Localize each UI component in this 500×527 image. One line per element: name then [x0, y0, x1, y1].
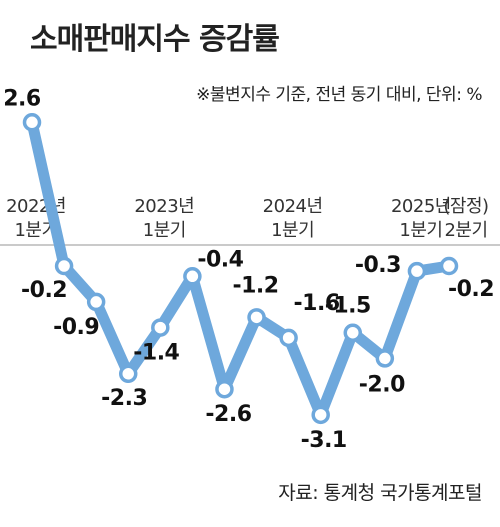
data-point-5: [183, 267, 202, 286]
unit-note: ※불변지수 기준, 전년 동기 대비, 단위: %: [196, 85, 482, 105]
data-point-2: [86, 292, 106, 312]
x-tick-13-line1: (잠정): [443, 196, 488, 217]
source-note: 자료: 통계청 국가통계포털: [278, 482, 482, 504]
data-point-8: [279, 328, 298, 348]
data-label-10: -1.5: [325, 294, 371, 319]
x-tick-8-line1: 2024년: [263, 196, 323, 217]
x-tick-12-line1: 2025년: [391, 196, 451, 217]
chart-title: 소매판매지수 증감률: [30, 22, 280, 57]
data-point-0: [22, 113, 42, 132]
x-tick-4-line1: 2023년: [134, 196, 194, 217]
x-tick-0-line2: 1분기: [14, 220, 57, 241]
data-label-6: -2.6: [205, 402, 251, 427]
data-label-2: -0.9: [53, 315, 99, 340]
x-tick-13-line2: 2분기: [444, 220, 487, 241]
data-point-6: [215, 379, 234, 399]
data-point-10: [343, 323, 363, 342]
data-point-1: [54, 256, 74, 276]
data-point-3: [118, 364, 138, 384]
x-tick-4-line2: 1분기: [143, 220, 186, 241]
data-label-13: -0.2: [448, 277, 494, 302]
data-label-11: -2.0: [359, 372, 405, 397]
x-tick-8-line2: 1분기: [271, 220, 314, 241]
data-markers: [22, 113, 459, 425]
data-point-9: [311, 405, 330, 425]
data-label-12: -0.3: [355, 253, 401, 278]
data-point-11: [375, 349, 395, 368]
data-label-9: -3.1: [301, 428, 347, 453]
data-label-4: -1.4: [133, 341, 179, 366]
x-tick-12-line2: 1분기: [399, 220, 442, 241]
data-label-5: -0.4: [197, 247, 243, 272]
data-point-7: [247, 308, 266, 327]
data-label-7: -1.2: [232, 273, 278, 298]
data-label-0: 2.6: [3, 86, 41, 111]
data-label-1: -0.2: [21, 278, 67, 303]
data-labels: 2.6 -0.2 -0.9 -2.3 -1.4 -0.4 -2.6 -1.2 -1.6 -3.1 -…: [3, 86, 494, 453]
data-label-3: -2.3: [101, 386, 147, 411]
data-label-8: -1.6: [294, 291, 340, 316]
data-point-13: [439, 256, 459, 276]
data-point-4: [151, 318, 170, 337]
data-point-12: [407, 261, 427, 281]
